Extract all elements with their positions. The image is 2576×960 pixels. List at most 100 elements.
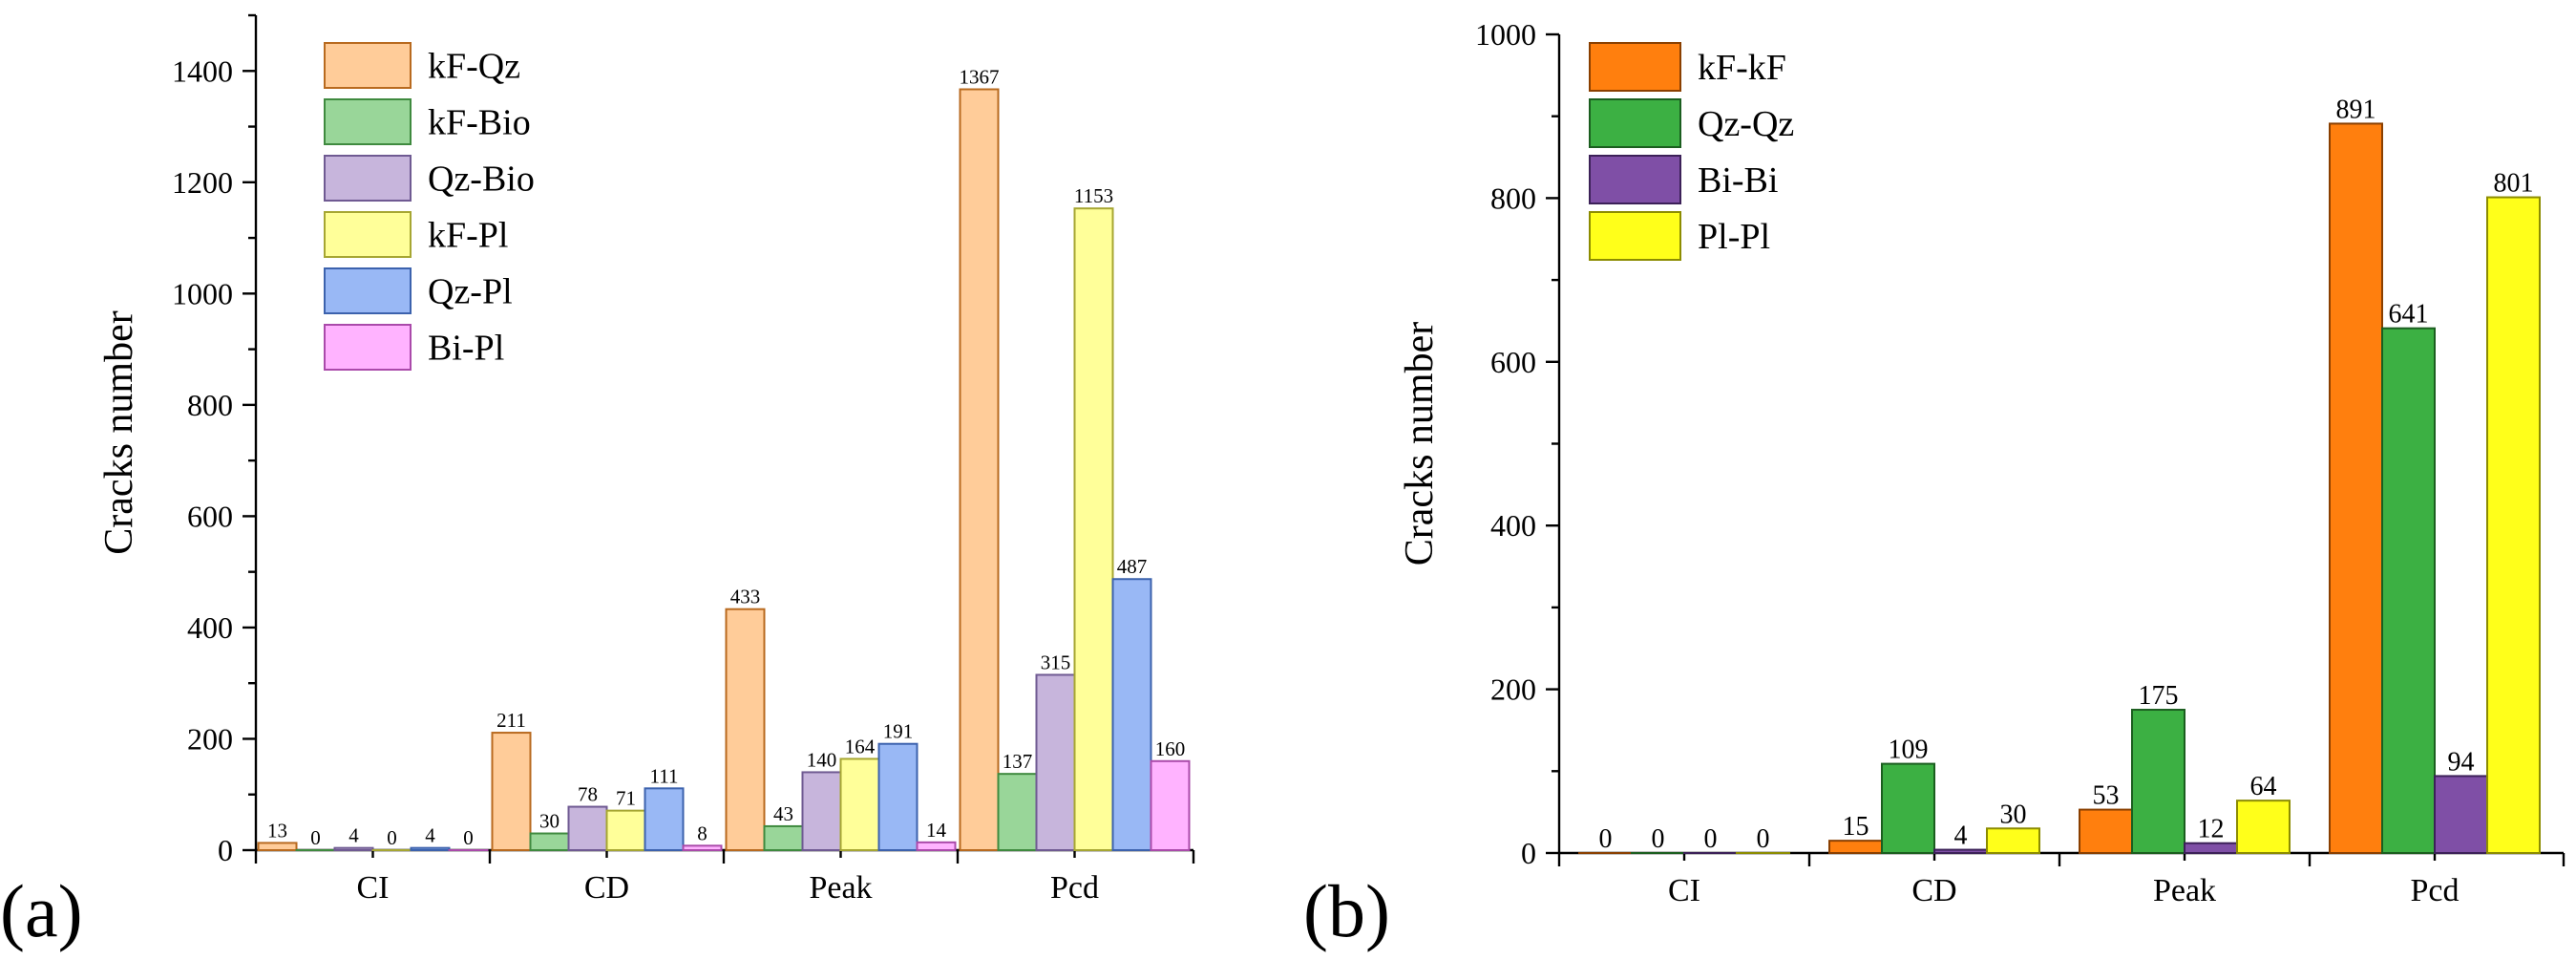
legend-label: kF-Pl [428, 216, 508, 256]
data-label: 0 [310, 826, 321, 849]
legend-swatch [324, 155, 412, 202]
legend-label: Qz-Pl [428, 272, 513, 312]
y-tick-label: 1000 [1475, 17, 1536, 52]
legend-swatch [324, 211, 412, 258]
data-label: 0 [1704, 824, 1718, 854]
legend: kF-Qz kF-Bio Qz-Bio kF-Pl Qz-Pl Bi-Pl [324, 42, 535, 371]
y-tick-label: 600 [187, 499, 233, 533]
y-tick-label: 600 [1490, 345, 1536, 379]
legend-swatch [324, 98, 412, 145]
data-label: 0 [387, 826, 397, 849]
data-label: 4 [1954, 821, 1968, 851]
legend-label: Qz-Qz [1698, 104, 1794, 144]
legend-label: kF-kF [1698, 48, 1786, 88]
bar-qz-bio-ci [333, 846, 374, 851]
y-axis-label: Cracks number [1398, 322, 1442, 565]
x-tick-label: Pcd [1050, 870, 1099, 906]
data-label: 0 [1599, 824, 1613, 854]
bar-bi-pl-cd [682, 844, 723, 852]
data-label: 1367 [960, 65, 1000, 88]
legend-label: Qz-Bio [428, 160, 535, 200]
bar-qz-qz-peak [2131, 709, 2185, 855]
data-label: 191 [883, 720, 914, 743]
legend-label: kF-Bio [428, 103, 531, 143]
data-label: 4 [348, 824, 359, 847]
bar-kf-pl-peak [839, 757, 880, 852]
x-tick-label: CD [1911, 873, 1956, 908]
data-label: 211 [496, 709, 526, 732]
bar-qz-pl-pcd [1111, 578, 1152, 851]
y-tick-label: 200 [187, 721, 233, 756]
legend-swatch [1589, 98, 1681, 148]
data-label: 53 [2093, 781, 2120, 811]
bar-kf-kf-cd [1828, 840, 1883, 855]
bar-bi-bi-pcd [2434, 775, 2488, 855]
bar-kf-kf-pcd [2329, 122, 2383, 854]
data-label: 0 [1652, 824, 1665, 854]
legend-swatch [1589, 211, 1681, 261]
x-tick-label: Pcd [2411, 873, 2460, 908]
data-label: 14 [926, 819, 947, 842]
data-label: 137 [1003, 750, 1033, 773]
data-label: 891 [2336, 95, 2376, 124]
y-tick-label: 1200 [172, 165, 233, 200]
data-label: 111 [650, 764, 679, 787]
data-label: 15 [1843, 812, 1869, 842]
legend-label: Bi-Bi [1698, 160, 1778, 201]
data-label: 801 [2494, 169, 2534, 199]
legend-swatch [324, 42, 412, 89]
y-tick-label: 800 [1490, 181, 1536, 215]
data-label: 641 [2389, 300, 2429, 330]
bar-kf-pl-pcd [1073, 207, 1114, 851]
bar-qz-pl-cd [644, 787, 685, 851]
data-label: 30 [539, 810, 560, 833]
legend: kF-kF Qz-Qz Bi-Bi Pl-Pl [1589, 42, 1794, 261]
data-label: 1153 [1074, 184, 1113, 207]
legend-swatch [1589, 155, 1681, 204]
data-label: 164 [845, 735, 876, 757]
data-label: 64 [2250, 772, 2277, 801]
data-label: 30 [2000, 800, 2027, 829]
bar-qz-bio-pcd [1035, 673, 1076, 852]
data-label: 160 [1155, 737, 1186, 760]
data-label: 0 [463, 826, 474, 849]
bar-kf-bio-pcd [997, 773, 1038, 852]
bar-pl-pl-cd [1986, 827, 2040, 854]
data-label: 140 [807, 748, 837, 771]
x-tick-label: CI [1668, 873, 1700, 908]
panel-label: (b) [1303, 869, 1390, 952]
data-label: 78 [578, 783, 598, 806]
legend-label: Pl-Pl [1698, 217, 1770, 257]
y-tick-label: 800 [187, 388, 233, 422]
y-tick-label: 200 [1490, 672, 1536, 707]
bar-qz-qz-pcd [2381, 327, 2436, 854]
bar-qz-bio-cd [567, 805, 608, 851]
data-label: 43 [773, 802, 793, 825]
data-label: 0 [1757, 824, 1770, 854]
bar-qz-pl-ci [410, 846, 451, 851]
bar-qz-qz-cd [1881, 762, 1935, 854]
y-tick-label: 0 [1521, 836, 1536, 870]
legend-swatch [324, 324, 412, 371]
y-tick-label: 1400 [172, 53, 233, 88]
legend-swatch [324, 267, 412, 314]
data-label: 315 [1041, 651, 1071, 673]
x-tick-label: CD [584, 870, 629, 906]
x-tick-label: CI [357, 870, 390, 906]
bar-kf-kf-peak [2079, 808, 2133, 854]
data-label: 433 [730, 586, 761, 608]
legend-label: Bi-Pl [428, 329, 504, 369]
data-label: 12 [2198, 815, 2225, 844]
bar-bi-bi-peak [2184, 842, 2238, 855]
bar-kf-qz-peak [725, 608, 766, 851]
data-label: 71 [616, 787, 636, 810]
bar-qz-pl-peak [877, 742, 918, 852]
y-tick-label: 1000 [172, 276, 233, 310]
y-tick-label: 400 [187, 610, 233, 645]
data-label: 487 [1117, 555, 1148, 578]
x-tick-label: Peak [2153, 873, 2216, 908]
data-label: 109 [1889, 736, 1929, 765]
